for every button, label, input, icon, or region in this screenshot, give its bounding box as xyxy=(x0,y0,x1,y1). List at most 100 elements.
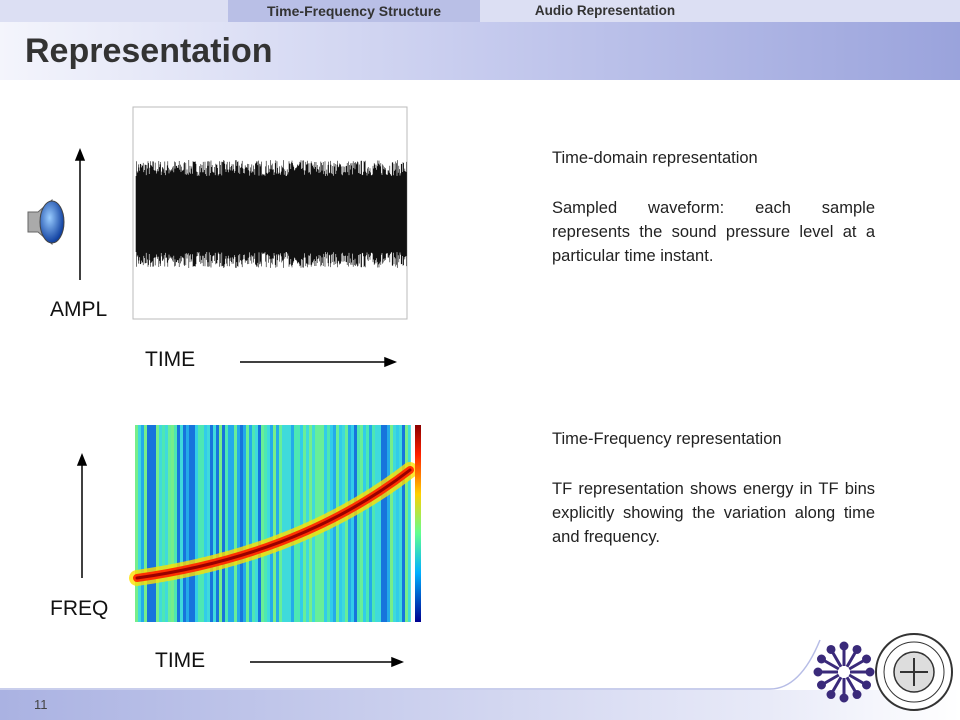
star-logo xyxy=(813,641,875,703)
spectrogram-column xyxy=(156,425,159,622)
spectrogram-column xyxy=(282,425,285,622)
spectrogram-column xyxy=(360,425,363,622)
spectrogram-column xyxy=(378,425,381,622)
spectrogram-column xyxy=(207,425,210,622)
spectrogram-column xyxy=(387,425,390,622)
section-heading: Time-Frequency representation xyxy=(552,430,782,448)
spectrogram-column xyxy=(267,425,270,622)
spectrogram-column xyxy=(150,425,153,622)
spectrogram-column xyxy=(216,425,219,622)
spectrogram-column xyxy=(243,425,246,622)
spectrogram-column xyxy=(366,425,369,622)
waveform-trace xyxy=(135,160,407,268)
nav-tab[interactable]: Time-Frequency Structure xyxy=(266,3,441,19)
page-number: 11 xyxy=(34,697,48,712)
spectrogram-column xyxy=(201,425,204,622)
spectrogram-column xyxy=(210,425,213,622)
spectrogram-column xyxy=(225,425,228,622)
axis-arrows xyxy=(74,147,405,668)
spectrogram-column xyxy=(162,425,165,622)
star-dot xyxy=(852,690,862,700)
section-text: TF representation shows energy in TF bin… xyxy=(552,480,875,546)
spectrogram-column xyxy=(276,425,279,622)
spectrogram-column xyxy=(222,425,225,622)
spectrogram-column xyxy=(189,425,192,622)
star-dot xyxy=(862,680,872,690)
spectrogram-column xyxy=(345,425,348,622)
colorbar xyxy=(415,425,421,622)
x-axis-label: TIME xyxy=(145,348,196,371)
spectrogram-column xyxy=(396,425,399,622)
spectrogram-column xyxy=(228,425,231,622)
footer-line xyxy=(0,639,821,690)
spectrogram-column xyxy=(252,425,255,622)
star-dot xyxy=(839,641,849,651)
star-dot xyxy=(816,680,826,690)
spectrogram-column xyxy=(231,425,234,622)
spectrogram-column xyxy=(186,425,189,622)
spectrogram-column xyxy=(237,425,240,622)
spectrogram-column xyxy=(357,425,360,622)
spectrogram-column xyxy=(390,425,393,622)
spectrogram-column xyxy=(351,425,354,622)
star-dot xyxy=(813,667,823,677)
star-dot xyxy=(865,667,875,677)
spectrogram-column xyxy=(402,425,405,622)
spectrogram-column xyxy=(405,425,408,622)
spectrogram-column xyxy=(234,425,237,622)
spectrogram-column xyxy=(138,425,141,622)
spectrogram-column xyxy=(297,425,300,622)
spectrogram-column xyxy=(213,425,216,622)
spectrogram-column xyxy=(192,425,195,622)
spectrogram-column xyxy=(393,425,396,622)
spectrogram-column xyxy=(258,425,261,622)
spectrogram-column xyxy=(384,425,387,622)
spectrogram-ridge xyxy=(129,462,418,586)
spectrogram-column xyxy=(342,425,345,622)
star-dot xyxy=(839,693,849,703)
spectrogram-column xyxy=(198,425,201,622)
spectrogram-column xyxy=(180,425,183,622)
active-tab-bg xyxy=(228,0,480,22)
spectrogram-column xyxy=(240,425,243,622)
x-axis-label: TIME xyxy=(155,649,206,672)
spectrogram-column xyxy=(363,425,366,622)
spectrogram-column xyxy=(285,425,288,622)
star-dot xyxy=(826,644,836,654)
spectrogram-column xyxy=(183,425,186,622)
spectrogram-column xyxy=(144,425,147,622)
spectrogram-column xyxy=(255,425,258,622)
waveform xyxy=(135,160,407,268)
section-text: Sampled waveform: each sample represents… xyxy=(552,199,875,265)
spectrogram-column xyxy=(246,425,249,622)
spectrogram-column xyxy=(171,425,174,622)
spectrogram xyxy=(135,425,411,622)
nav-tab[interactable]: Audio Representation xyxy=(534,3,676,18)
spectrogram-column xyxy=(408,425,411,622)
spectrogram-column xyxy=(294,425,297,622)
spectrogram-column xyxy=(249,425,252,622)
spectrogram-column xyxy=(261,425,264,622)
spectrogram-column xyxy=(348,425,351,622)
spectrogram-column xyxy=(153,425,156,622)
star-dot xyxy=(826,690,836,700)
spectrogram-column xyxy=(270,425,273,622)
spectrogram-column xyxy=(165,425,168,622)
spectrogram-column xyxy=(168,425,171,622)
footer-bar xyxy=(0,690,960,720)
spectrogram-column xyxy=(369,425,372,622)
spectrogram-column xyxy=(381,425,384,622)
star-dot xyxy=(816,654,826,664)
seal-logo xyxy=(875,633,953,711)
spectrogram-column xyxy=(219,425,222,622)
star-dot xyxy=(852,644,862,654)
y-axis-label: AMPL xyxy=(50,298,108,321)
spectrogram-column xyxy=(279,425,282,622)
spectrogram-column xyxy=(147,425,150,622)
spectrogram-column xyxy=(372,425,375,622)
spectrogram-column xyxy=(264,425,267,622)
section-heading: Time-domain representation xyxy=(552,149,758,167)
slide-title: Representation xyxy=(25,32,273,70)
